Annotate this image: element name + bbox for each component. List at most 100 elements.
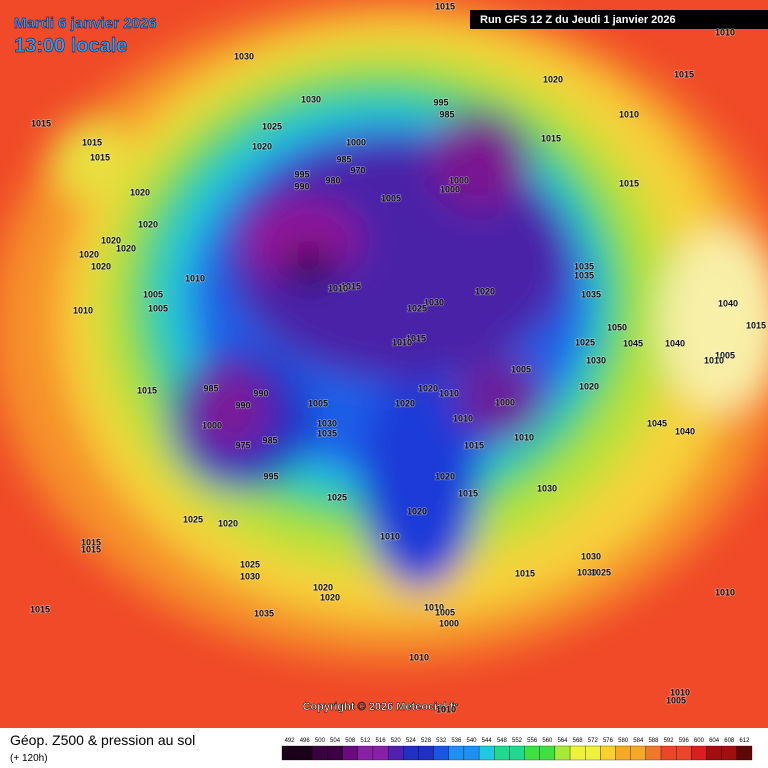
isobar-label: 1035 <box>254 608 274 618</box>
scale-label: 496 <box>300 738 311 744</box>
scale-label: 548 <box>497 738 508 744</box>
isobar-label: 1015 <box>541 133 561 143</box>
isobar-label: 1020 <box>138 219 158 229</box>
isobar-label: 1015 <box>31 118 51 128</box>
isobar-label: 1020 <box>435 471 455 481</box>
scale-swatch <box>569 745 586 761</box>
scale-swatch <box>478 745 495 761</box>
isobar-label: 985 <box>336 154 351 164</box>
color-scale: 492 496 500 504 508 512 516 520 524 528 532 536 540 5… <box>281 738 753 761</box>
isobar-label: 1000 <box>202 420 222 430</box>
isobar-label: 1015 <box>81 544 101 554</box>
isobar-label: 1010 <box>185 273 205 283</box>
isobar-label: 1045 <box>623 338 643 348</box>
scale-label: 504 <box>330 738 341 744</box>
isobar-label: 1010 <box>619 109 639 119</box>
isobar-label: 970 <box>350 165 365 175</box>
isobar-label: 1025 <box>575 337 595 347</box>
isobar-label: 1025 <box>262 121 282 131</box>
isobar-label: 1030 <box>586 355 606 365</box>
isobar-label: 1015 <box>30 604 50 614</box>
isobar-label: 1020 <box>320 592 340 602</box>
isobar-label: 1015 <box>82 137 102 147</box>
scale-swatch <box>600 745 616 761</box>
isobar-label: 1020 <box>101 235 121 245</box>
isobar-label: 1005 <box>666 695 686 705</box>
isobar-label: 1030 <box>234 51 254 61</box>
isobar-label: 1030 <box>424 297 444 307</box>
isobar-label: 1030 <box>240 571 260 581</box>
isobar-label: 1000 <box>440 184 460 194</box>
isobar-label: 1030 <box>577 567 597 577</box>
scale-swatch <box>433 745 449 761</box>
scale-swatch <box>387 745 404 761</box>
scale-swatch <box>615 745 631 761</box>
isobar-label: 980 <box>325 175 340 185</box>
isobar-label: 1020 <box>313 582 333 592</box>
isobar-label: 1020 <box>91 261 111 271</box>
scale-swatch <box>691 745 707 761</box>
isobar-label: 1015 <box>619 178 639 188</box>
isobar-label: 995 <box>294 169 309 179</box>
isobar-label: 1020 <box>407 506 427 516</box>
isobar-label: 1010 <box>409 652 429 662</box>
scale-swatch <box>418 745 434 761</box>
scale-label: 500 <box>315 738 326 744</box>
isobar-label: 1000 <box>346 137 366 147</box>
scale-swatch <box>297 745 313 761</box>
isobar-label: 985 <box>203 383 218 393</box>
isobar-label: 1020 <box>79 249 99 259</box>
isobar-label: 1005 <box>435 607 455 617</box>
scale-swatch <box>281 745 298 761</box>
run-banner <box>470 10 768 29</box>
scale-label: 520 <box>391 738 402 744</box>
scale-label: 564 <box>557 738 568 744</box>
scale-label: 508 <box>345 738 356 744</box>
isobar-label: 975 <box>235 440 250 450</box>
isobar-label: 1010 <box>453 413 473 423</box>
scale-swatch <box>312 745 328 761</box>
scale-label: 552 <box>512 738 523 744</box>
isobar-label: 1015 <box>341 281 361 291</box>
scale-swatch <box>706 745 722 761</box>
isobar-label: 1015 <box>90 152 110 162</box>
scale-label: 592 <box>664 738 675 744</box>
isobar-label: 1025 <box>240 559 260 569</box>
scale-label: 560 <box>542 738 553 744</box>
scale-swatch <box>676 745 692 761</box>
scale-label: 580 <box>618 738 629 744</box>
scale-label: 524 <box>406 738 417 744</box>
isobar-label: 1045 <box>647 418 667 428</box>
footer-title: Géop. Z500 & pression au sol <box>10 732 195 748</box>
isobar-label: 1010 <box>392 337 412 347</box>
scale-swatch <box>494 745 510 761</box>
isobar-label: 990 <box>253 388 268 398</box>
scale-swatch <box>630 745 647 761</box>
scale-label: 600 <box>694 738 705 744</box>
scale-swatch <box>357 745 374 761</box>
isobar-label: 995 <box>263 471 278 481</box>
isobar-label: 985 <box>262 435 277 445</box>
scale-label: 532 <box>436 738 447 744</box>
isobar-label: 1035 <box>574 270 594 280</box>
scale-swatch <box>539 745 556 761</box>
isobar-label: 1010 <box>670 687 690 697</box>
scale-swatch <box>721 745 737 761</box>
isobar-label: 1030 <box>581 551 601 561</box>
isobar-label: 1015 <box>746 320 766 330</box>
scale-label: 568 <box>573 738 584 744</box>
isobar-label: 1015 <box>406 333 426 343</box>
isobar-label: 1025 <box>407 303 427 313</box>
isobar-label: 1000 <box>449 175 469 185</box>
scale-swatch <box>509 745 525 761</box>
isobar-label: 1025 <box>183 514 203 524</box>
isobar-label: 1030 <box>317 418 337 428</box>
scale-label: 544 <box>482 738 493 744</box>
isobar-label: 1020 <box>116 243 136 253</box>
isobar-label: 1010 <box>73 305 93 315</box>
isobar-label: 1020 <box>395 398 415 408</box>
scale-swatch <box>372 745 389 761</box>
isobar-label: 1000 <box>439 618 459 628</box>
isobar-label: 1010 <box>704 355 724 365</box>
